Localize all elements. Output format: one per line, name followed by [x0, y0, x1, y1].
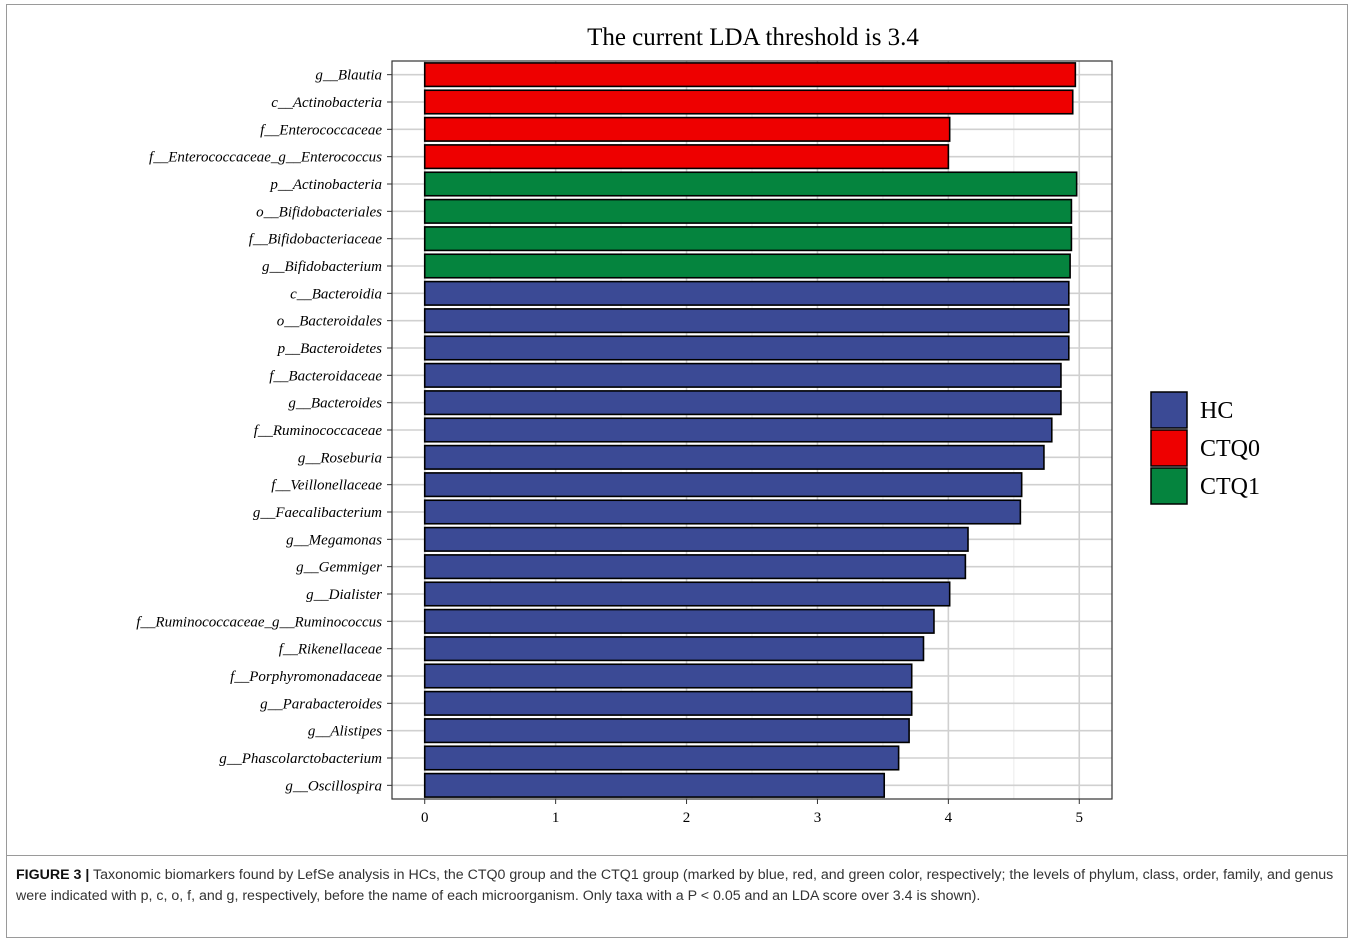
- category-label: g__Megamonas: [286, 532, 382, 548]
- bar: [423, 526, 969, 552]
- bar: [423, 663, 913, 689]
- legend-key: [1150, 391, 1188, 429]
- bar: [423, 253, 1071, 279]
- bar: [423, 116, 951, 142]
- bar: [423, 335, 1070, 361]
- chart-title: The current LDA threshold is 3.4: [587, 24, 919, 51]
- bar: [423, 226, 1073, 252]
- bar: [423, 308, 1070, 334]
- panel-border: [391, 60, 1113, 800]
- category-label: f__Rikenellaceae: [279, 642, 383, 658]
- category-label: f__Enterococcaceae: [260, 122, 382, 138]
- bar: [423, 444, 1045, 470]
- axis-layer: g__Blautia c__Actinobacteria f__Enterococc…: [136, 60, 1113, 826]
- bar: [423, 390, 1062, 416]
- bar: [423, 745, 900, 771]
- category-label: p__Actinobacteria: [269, 177, 382, 193]
- category-label: c__Actinobacteria: [271, 95, 382, 111]
- caption-label: FIGURE 3 |: [16, 867, 90, 883]
- category-label: f__Ruminococcaceae_g__Ruminococcus: [136, 614, 382, 630]
- caption-text: Taxonomic biomarkers found by LefSe anal…: [16, 867, 1334, 904]
- bar: [423, 608, 935, 634]
- bar: [423, 62, 1077, 88]
- category-label: g__Alistipes: [308, 724, 382, 740]
- bar: [423, 171, 1078, 197]
- category-label: g__Oscillospira: [285, 778, 382, 794]
- bar: [423, 554, 967, 580]
- legend-label: HC: [1200, 398, 1233, 424]
- category-label: g__Bifidobacterium: [262, 259, 382, 275]
- category-label: g__Parabacteroides: [260, 696, 382, 712]
- category-label: o__Bacteroidales: [277, 314, 382, 330]
- category-label: g__Bacteroides: [288, 396, 382, 412]
- category-label: f__Bifidobacteriaceae: [249, 232, 383, 248]
- category-label: g__Roseburia: [298, 450, 382, 466]
- bar: [423, 718, 910, 744]
- bar: [423, 198, 1073, 224]
- category-label: p__Bacteroidetes: [277, 341, 383, 357]
- bar: [423, 690, 913, 716]
- bar: [423, 472, 1023, 498]
- legend-label: CTQ1: [1200, 474, 1260, 500]
- x-tick-label: 3: [814, 810, 822, 826]
- category-label: g__Dialister: [306, 587, 382, 603]
- x-tick-label: 0: [421, 810, 429, 826]
- lda-bar-chart: The current LDA threshold is 3.4 g__Blau…: [136, 24, 1260, 826]
- x-tick-label: 2: [683, 810, 691, 826]
- category-label: c__Bacteroidia: [290, 286, 382, 302]
- bars-layer: [423, 62, 1078, 798]
- bar: [423, 499, 1022, 525]
- x-tick-label: 1: [552, 810, 560, 826]
- figure-caption: FIGURE 3 | Taxonomic biomarkers found by…: [16, 865, 1338, 907]
- legend: HC CTQ0 CTQ1: [1150, 391, 1260, 505]
- x-tick-label: 4: [945, 810, 953, 826]
- bar: [423, 89, 1074, 115]
- bar: [423, 772, 886, 798]
- category-label: f__Veillonellaceae: [271, 478, 382, 494]
- x-tick-label: 5: [1076, 810, 1084, 826]
- bar: [423, 581, 951, 607]
- bar: [423, 144, 950, 170]
- category-label: g__Faecalibacterium: [253, 505, 382, 521]
- category-label: g__Gemmiger: [296, 560, 382, 576]
- category-label: g__Phascolarctobacterium: [219, 751, 382, 767]
- legend-key: [1150, 467, 1188, 505]
- category-label: f__Bacteroidaceae: [269, 368, 382, 384]
- category-label: f__Enterococcaceae_g__Enterococcus: [149, 150, 382, 166]
- bar: [423, 417, 1053, 443]
- legend-label: CTQ0: [1200, 436, 1260, 462]
- bar: [423, 280, 1070, 306]
- category-label: f__Ruminococcaceae: [254, 423, 383, 439]
- bar: [423, 636, 925, 662]
- category-label: o__Bifidobacteriales: [256, 204, 382, 220]
- bar: [423, 362, 1062, 388]
- caption-divider: [6, 855, 1348, 856]
- legend-key: [1150, 429, 1188, 467]
- category-label: g__Blautia: [315, 68, 382, 84]
- category-label: f__Porphyromonadaceae: [230, 669, 382, 685]
